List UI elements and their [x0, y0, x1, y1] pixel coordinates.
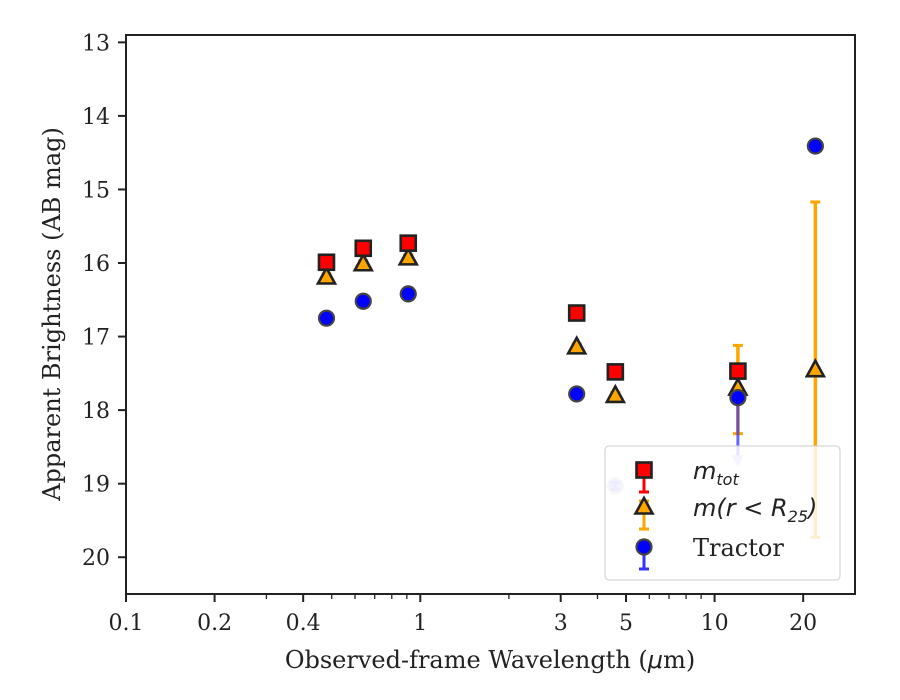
- legend-item-mr25: m(r < R25): [633, 494, 817, 531]
- series-mtot-point-3: [567, 304, 586, 322]
- series-mr25-point-4: [604, 383, 627, 404]
- y-tick-label-4: 17: [82, 326, 110, 351]
- legend-item-tractor: Tractor: [635, 534, 784, 571]
- x-tick-label-7: 20: [789, 611, 817, 636]
- x-tick-label-0: 0.1: [109, 611, 144, 636]
- legend-mtot-label-sub: tot: [716, 470, 739, 489]
- series-tractor-point-0: [317, 309, 336, 327]
- series-mtot-point-4: [606, 363, 625, 381]
- series-mtot-point-5: [729, 362, 747, 380]
- series-mr25-point-0: [315, 265, 338, 285]
- x-tick-label-6: 10: [701, 611, 729, 636]
- y-tick-label-6: 19: [82, 473, 110, 498]
- series-tractor-point-5: [729, 389, 747, 407]
- legend-tractor-marker: [635, 538, 653, 556]
- legend-mr25-marker: [633, 495, 655, 515]
- y-tick-label-0: 13: [82, 31, 110, 56]
- y-axis: 13 14 15 16 17 18 19 20: [82, 31, 126, 571]
- y-tick-label-1: 14: [82, 105, 110, 130]
- series-tractor-point-3: [568, 385, 586, 403]
- y-axis-label: Apparent Brightness (AB mag): [38, 127, 66, 502]
- data-marks: [315, 137, 827, 539]
- series-mr25-point-2: [397, 246, 419, 266]
- series-mtot-point-2: [399, 234, 418, 252]
- plot-frame: [125, 34, 856, 595]
- legend-mr25-label-sub: 25: [788, 507, 808, 526]
- legend-mtot-label-main: m: [693, 457, 716, 485]
- legend-mtot-label: mtot: [693, 457, 739, 489]
- legend-box: [604, 445, 841, 581]
- y-tick-label-7: 20: [82, 546, 110, 571]
- x-tick-label-2: 0.4: [286, 611, 321, 636]
- legend-mr25-label: m(r < R25): [693, 494, 817, 526]
- x-tick-label-4: 3: [554, 611, 568, 636]
- series-mtot: [317, 234, 747, 381]
- x-axis: 0.1 0.2 0.4 1 3 5 10 20: [109, 594, 817, 636]
- series-tractor-point-2: [399, 285, 417, 303]
- x-tick-label-1: 0.2: [197, 611, 232, 636]
- legend-mr25-label-main: m(r < R: [693, 494, 788, 522]
- legend-item-mtot: mtot: [635, 457, 739, 494]
- x-axis-label-post: m): [663, 646, 695, 674]
- series-mtot-point-0: [317, 253, 336, 272]
- series-mr25-point-3: [566, 335, 588, 355]
- y-tick-label-2: 15: [82, 178, 110, 203]
- series-tractor-point-6: [806, 137, 824, 155]
- legend-mr25-label-close: ): [806, 494, 817, 522]
- y-tick-label-3: 16: [82, 252, 110, 277]
- x-tick-label-5: 5: [619, 611, 633, 636]
- series-mr25-point-1: [352, 252, 374, 272]
- series-tractor-point-1: [354, 292, 372, 310]
- series-mr25-point-6: [804, 357, 827, 378]
- x-tick-label-3: 1: [413, 611, 427, 636]
- legend: mtot m(r < R25) Tractor: [604, 445, 841, 581]
- x-axis-label: Observed-frame Wavelength (μm): [285, 646, 695, 674]
- y-tick-label-5: 18: [82, 399, 110, 424]
- legend-tractor-label: Tractor: [693, 534, 784, 562]
- legend-mtot-marker: [635, 461, 653, 479]
- x-axis-label-mu: μ: [647, 646, 663, 674]
- x-axis-label-pre: Observed-frame Wavelength (: [285, 646, 648, 674]
- series-mtot-point-1: [354, 239, 373, 258]
